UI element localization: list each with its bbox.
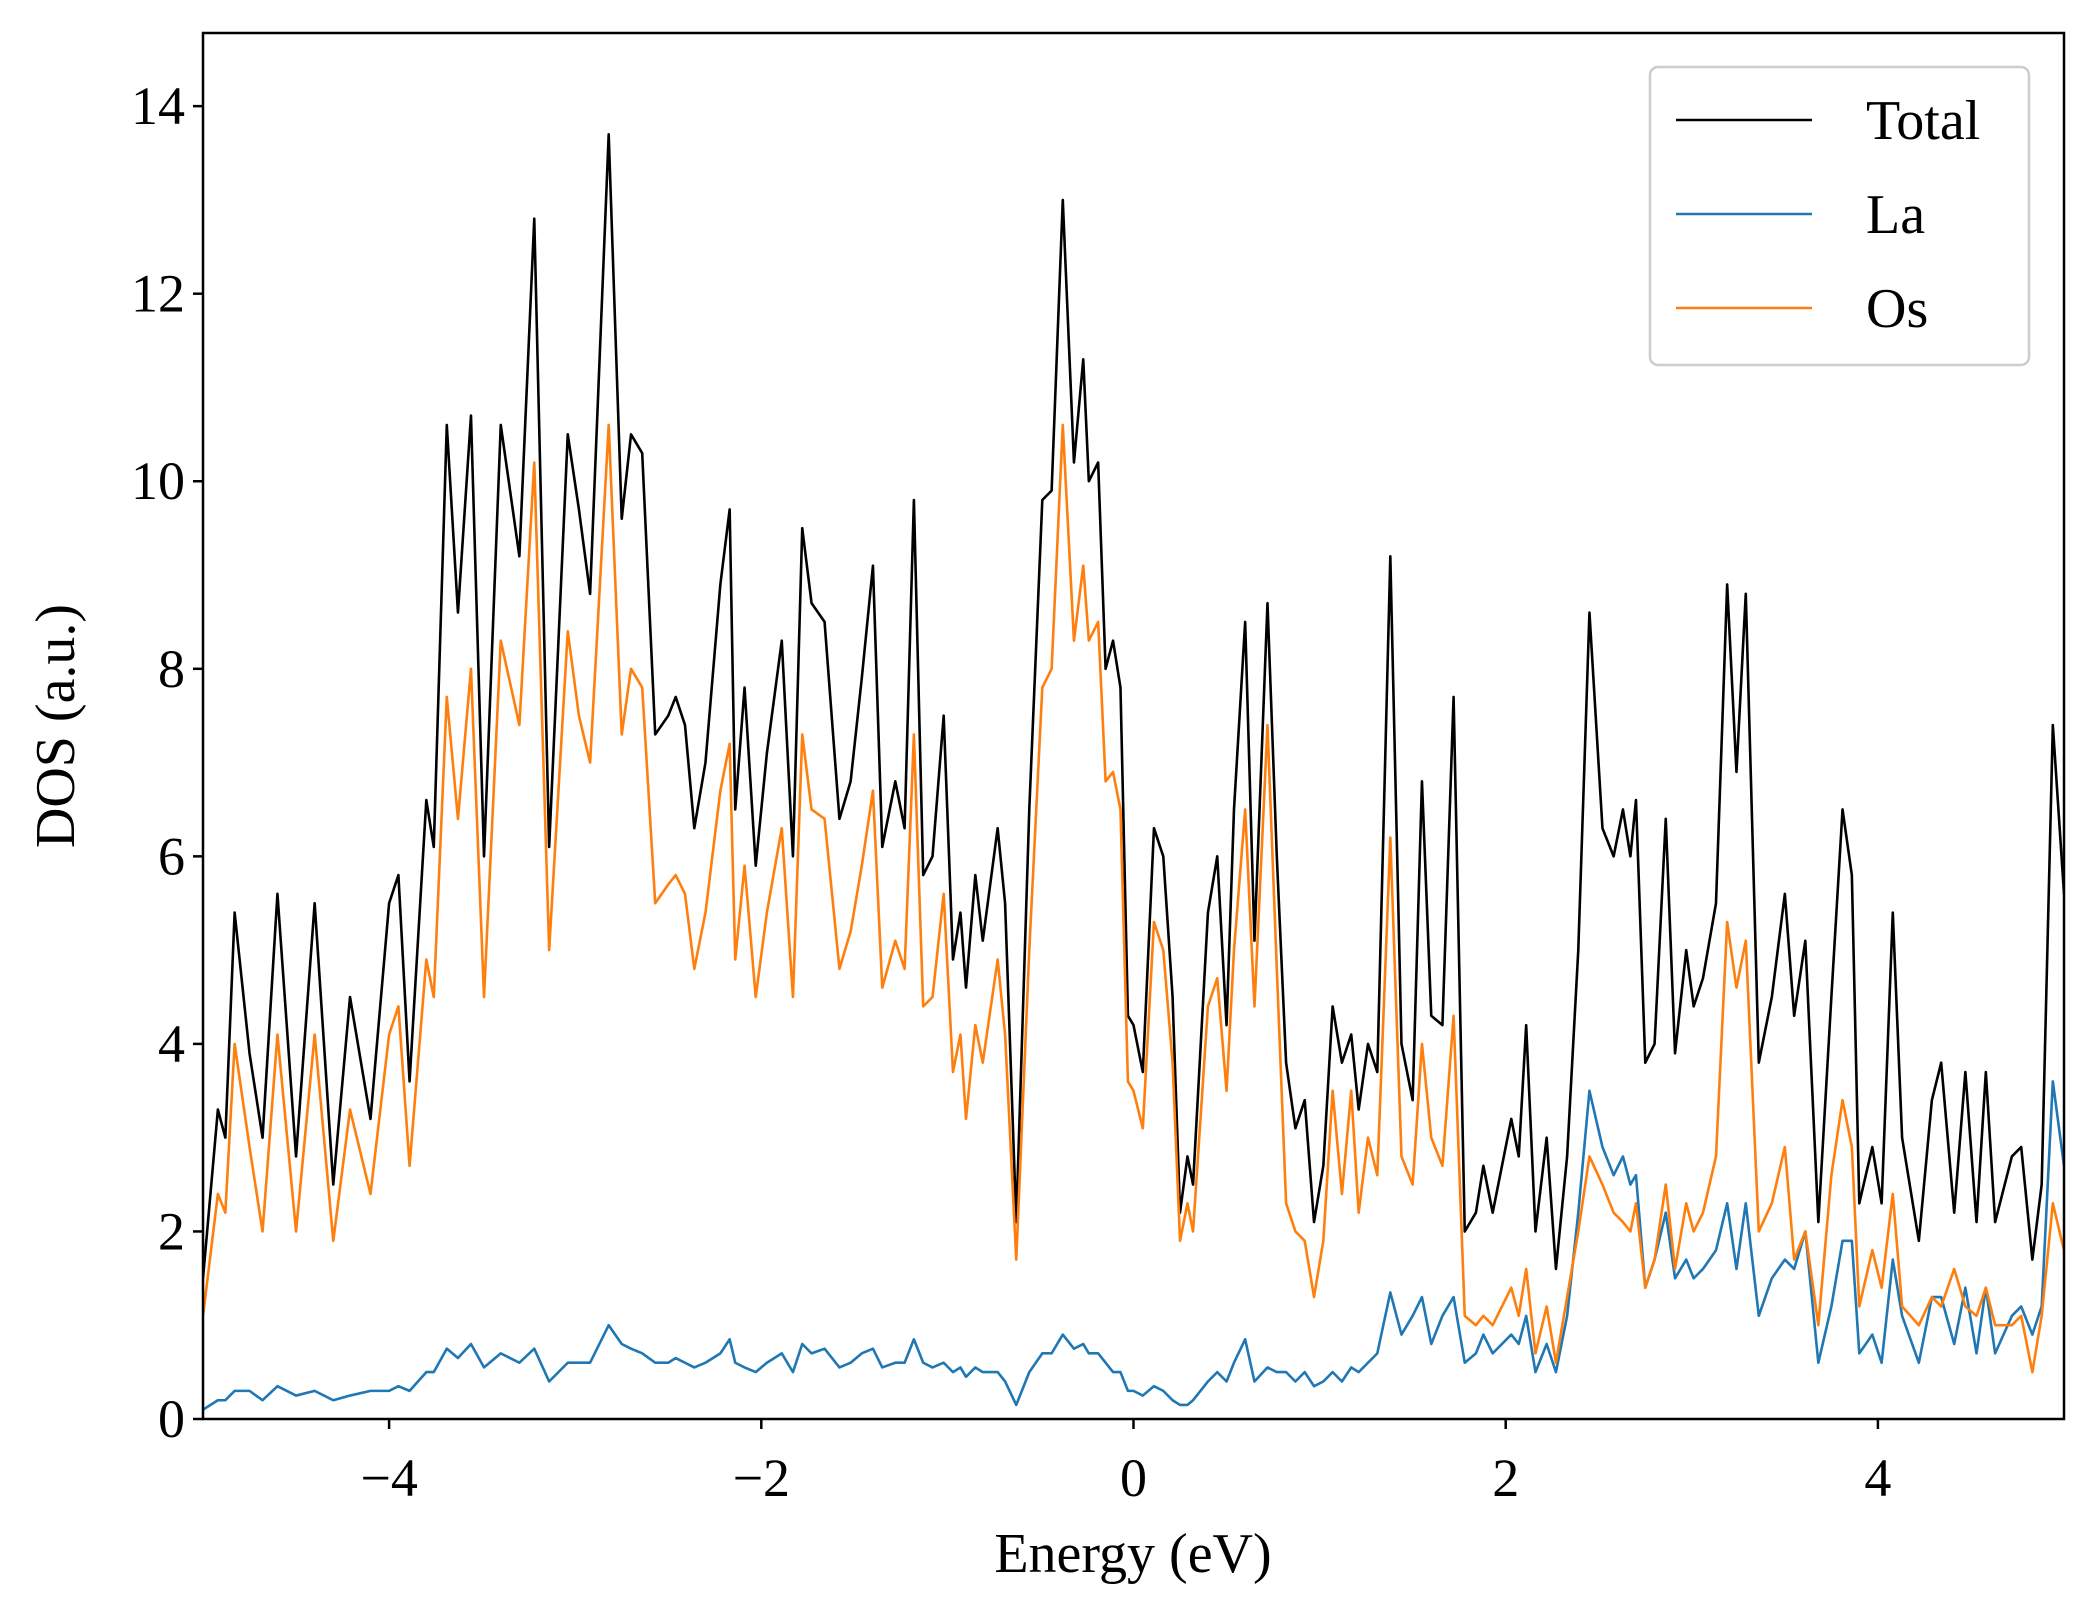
y-axis-label: DOS (a.u.)	[25, 604, 87, 848]
x-tick-label: −4	[360, 1448, 417, 1508]
legend-label: Os	[1866, 278, 1928, 340]
y-tick-label: 0	[158, 1389, 185, 1449]
x-tick-label: 4	[1864, 1448, 1891, 1508]
series-line	[203, 1080, 2064, 1411]
y-tick-label: 6	[158, 826, 185, 886]
legend-label: Total	[1866, 90, 1980, 152]
y-tick-label: 14	[131, 76, 185, 136]
y-tick-label: 12	[131, 264, 185, 324]
x-tick-label: 0	[1120, 1448, 1147, 1508]
y-tick-label: 10	[131, 451, 185, 511]
y-tick-label: 4	[158, 1014, 185, 1074]
plot-area	[203, 132, 2064, 1411]
legend-label: La	[1866, 184, 1925, 246]
y-tick-label: 2	[158, 1201, 185, 1261]
y-tick-label: 8	[158, 639, 185, 699]
x-axis-label: Energy (eV)	[994, 1523, 1271, 1585]
x-tick-label: 2	[1492, 1448, 1519, 1508]
series-line	[203, 423, 2064, 1374]
x-tick-label: −2	[733, 1448, 790, 1508]
legend-frame	[1648, 65, 2031, 367]
legend: Total La Os	[1648, 65, 2031, 367]
